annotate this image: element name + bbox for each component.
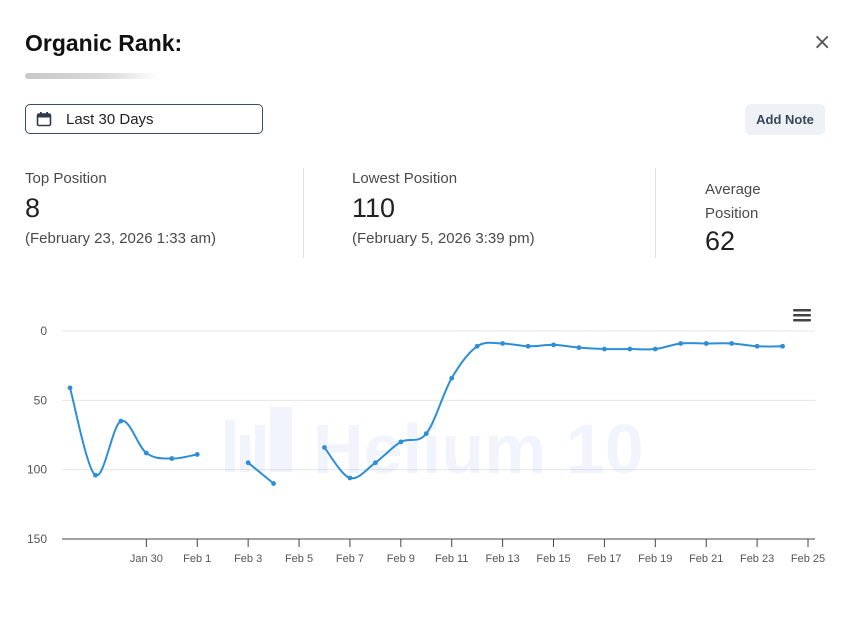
organic-rank-chart: 0 50 100 150 Helium 10 Jan 30 Feb 1 Feb 3 Feb … bbox=[27, 305, 825, 565]
rank-data-point[interactable] bbox=[347, 475, 353, 481]
x-tick-label: Feb 3 bbox=[234, 553, 262, 565]
x-tick-label: Feb 15 bbox=[536, 553, 570, 565]
lowest-position-label: Lowest Position bbox=[352, 170, 458, 187]
rank-data-point[interactable] bbox=[602, 346, 607, 352]
rank-data-point[interactable] bbox=[398, 439, 404, 445]
x-tick-label: Feb 13 bbox=[485, 553, 519, 565]
rank-data-point[interactable] bbox=[500, 341, 506, 346]
rank-data-point[interactable] bbox=[67, 385, 73, 391]
x-tick-label: Feb 1 bbox=[183, 553, 211, 565]
rank-data-point[interactable] bbox=[703, 341, 709, 346]
top-position-label: Top Position bbox=[25, 170, 107, 187]
close-button[interactable]: × bbox=[813, 30, 832, 55]
stat-lowest-position: Lowest Position 110 (February 5, 2026 3:… bbox=[352, 170, 535, 247]
blurred-product-name bbox=[25, 73, 160, 79]
date-range-label: Last 30 Days bbox=[66, 110, 154, 128]
rank-data-point[interactable] bbox=[271, 481, 276, 486]
rank-data-point[interactable] bbox=[729, 341, 735, 346]
x-tick-label: Feb 25 bbox=[791, 553, 825, 565]
rank-data-point[interactable] bbox=[678, 341, 684, 346]
top-position-value: 8 bbox=[25, 193, 41, 223]
rank-data-point[interactable] bbox=[449, 375, 455, 381]
rank-data-point[interactable] bbox=[245, 460, 251, 466]
rank-data-point[interactable] bbox=[93, 472, 98, 478]
stat-average-position: Average Position 62 bbox=[705, 178, 761, 257]
rank-data-point[interactable] bbox=[780, 343, 785, 349]
x-tick-label: Feb 7 bbox=[336, 553, 364, 565]
top-position-date: (February 23, 2026 1:33 am) bbox=[25, 230, 216, 247]
x-tick-label: Feb 9 bbox=[387, 553, 415, 565]
x-tick-label: Jan 30 bbox=[130, 553, 163, 565]
rank-series-line bbox=[69, 387, 198, 477]
rank-data-point[interactable] bbox=[627, 346, 633, 352]
rank-data-point[interactable] bbox=[551, 342, 556, 348]
hamburger-menu-icon[interactable] bbox=[785, 305, 819, 333]
calendar-icon bbox=[36, 112, 52, 127]
x-tick-label: Feb 11 bbox=[435, 553, 468, 565]
rank-data-point[interactable] bbox=[143, 450, 149, 456]
rank-data-point[interactable] bbox=[322, 445, 327, 450]
rank-data-point[interactable] bbox=[652, 346, 658, 352]
average-position-label-line1: Average bbox=[705, 181, 761, 198]
stat-divider bbox=[655, 168, 656, 258]
rank-data-point[interactable] bbox=[423, 431, 429, 437]
x-tick-label: Feb 21 bbox=[689, 553, 723, 565]
rank-data-point[interactable] bbox=[525, 343, 531, 349]
add-note-button[interactable]: Add Note bbox=[745, 104, 825, 135]
y-tick-label: 100 bbox=[27, 463, 47, 477]
average-position-label-line2: Position bbox=[705, 205, 759, 222]
lowest-position-value: 110 bbox=[352, 193, 396, 223]
average-position-value: 62 bbox=[705, 226, 736, 256]
stat-divider bbox=[303, 168, 304, 258]
x-tick-label: Feb 23 bbox=[740, 553, 774, 565]
x-tick-label: Feb 17 bbox=[587, 553, 621, 565]
y-tick-label: 50 bbox=[34, 393, 48, 407]
rank-data-point[interactable] bbox=[474, 343, 480, 349]
y-tick-label: 150 bbox=[27, 532, 47, 546]
page-title: Organic Rank: bbox=[25, 30, 183, 56]
rank-data-point[interactable] bbox=[194, 452, 200, 457]
helium10-watermark: Helium 10 bbox=[225, 407, 644, 488]
stat-top-position: Top Position 8 (February 23, 2026 1:33 a… bbox=[25, 170, 216, 247]
rank-data-point[interactable] bbox=[576, 345, 582, 351]
rank-data-point[interactable] bbox=[754, 343, 760, 349]
rank-data-point[interactable] bbox=[372, 460, 378, 466]
watermark-text: Helium 10 bbox=[313, 410, 644, 488]
y-tick-label: 0 bbox=[40, 324, 47, 338]
rank-data-point[interactable] bbox=[118, 418, 124, 424]
x-tick-label: Feb 5 bbox=[285, 553, 313, 565]
lowest-position-date: (February 5, 2026 3:39 pm) bbox=[352, 230, 535, 247]
rank-data-point[interactable] bbox=[169, 456, 175, 461]
date-range-picker[interactable]: Last 30 Days bbox=[25, 104, 263, 134]
x-tick-label: Feb 19 bbox=[638, 553, 672, 565]
